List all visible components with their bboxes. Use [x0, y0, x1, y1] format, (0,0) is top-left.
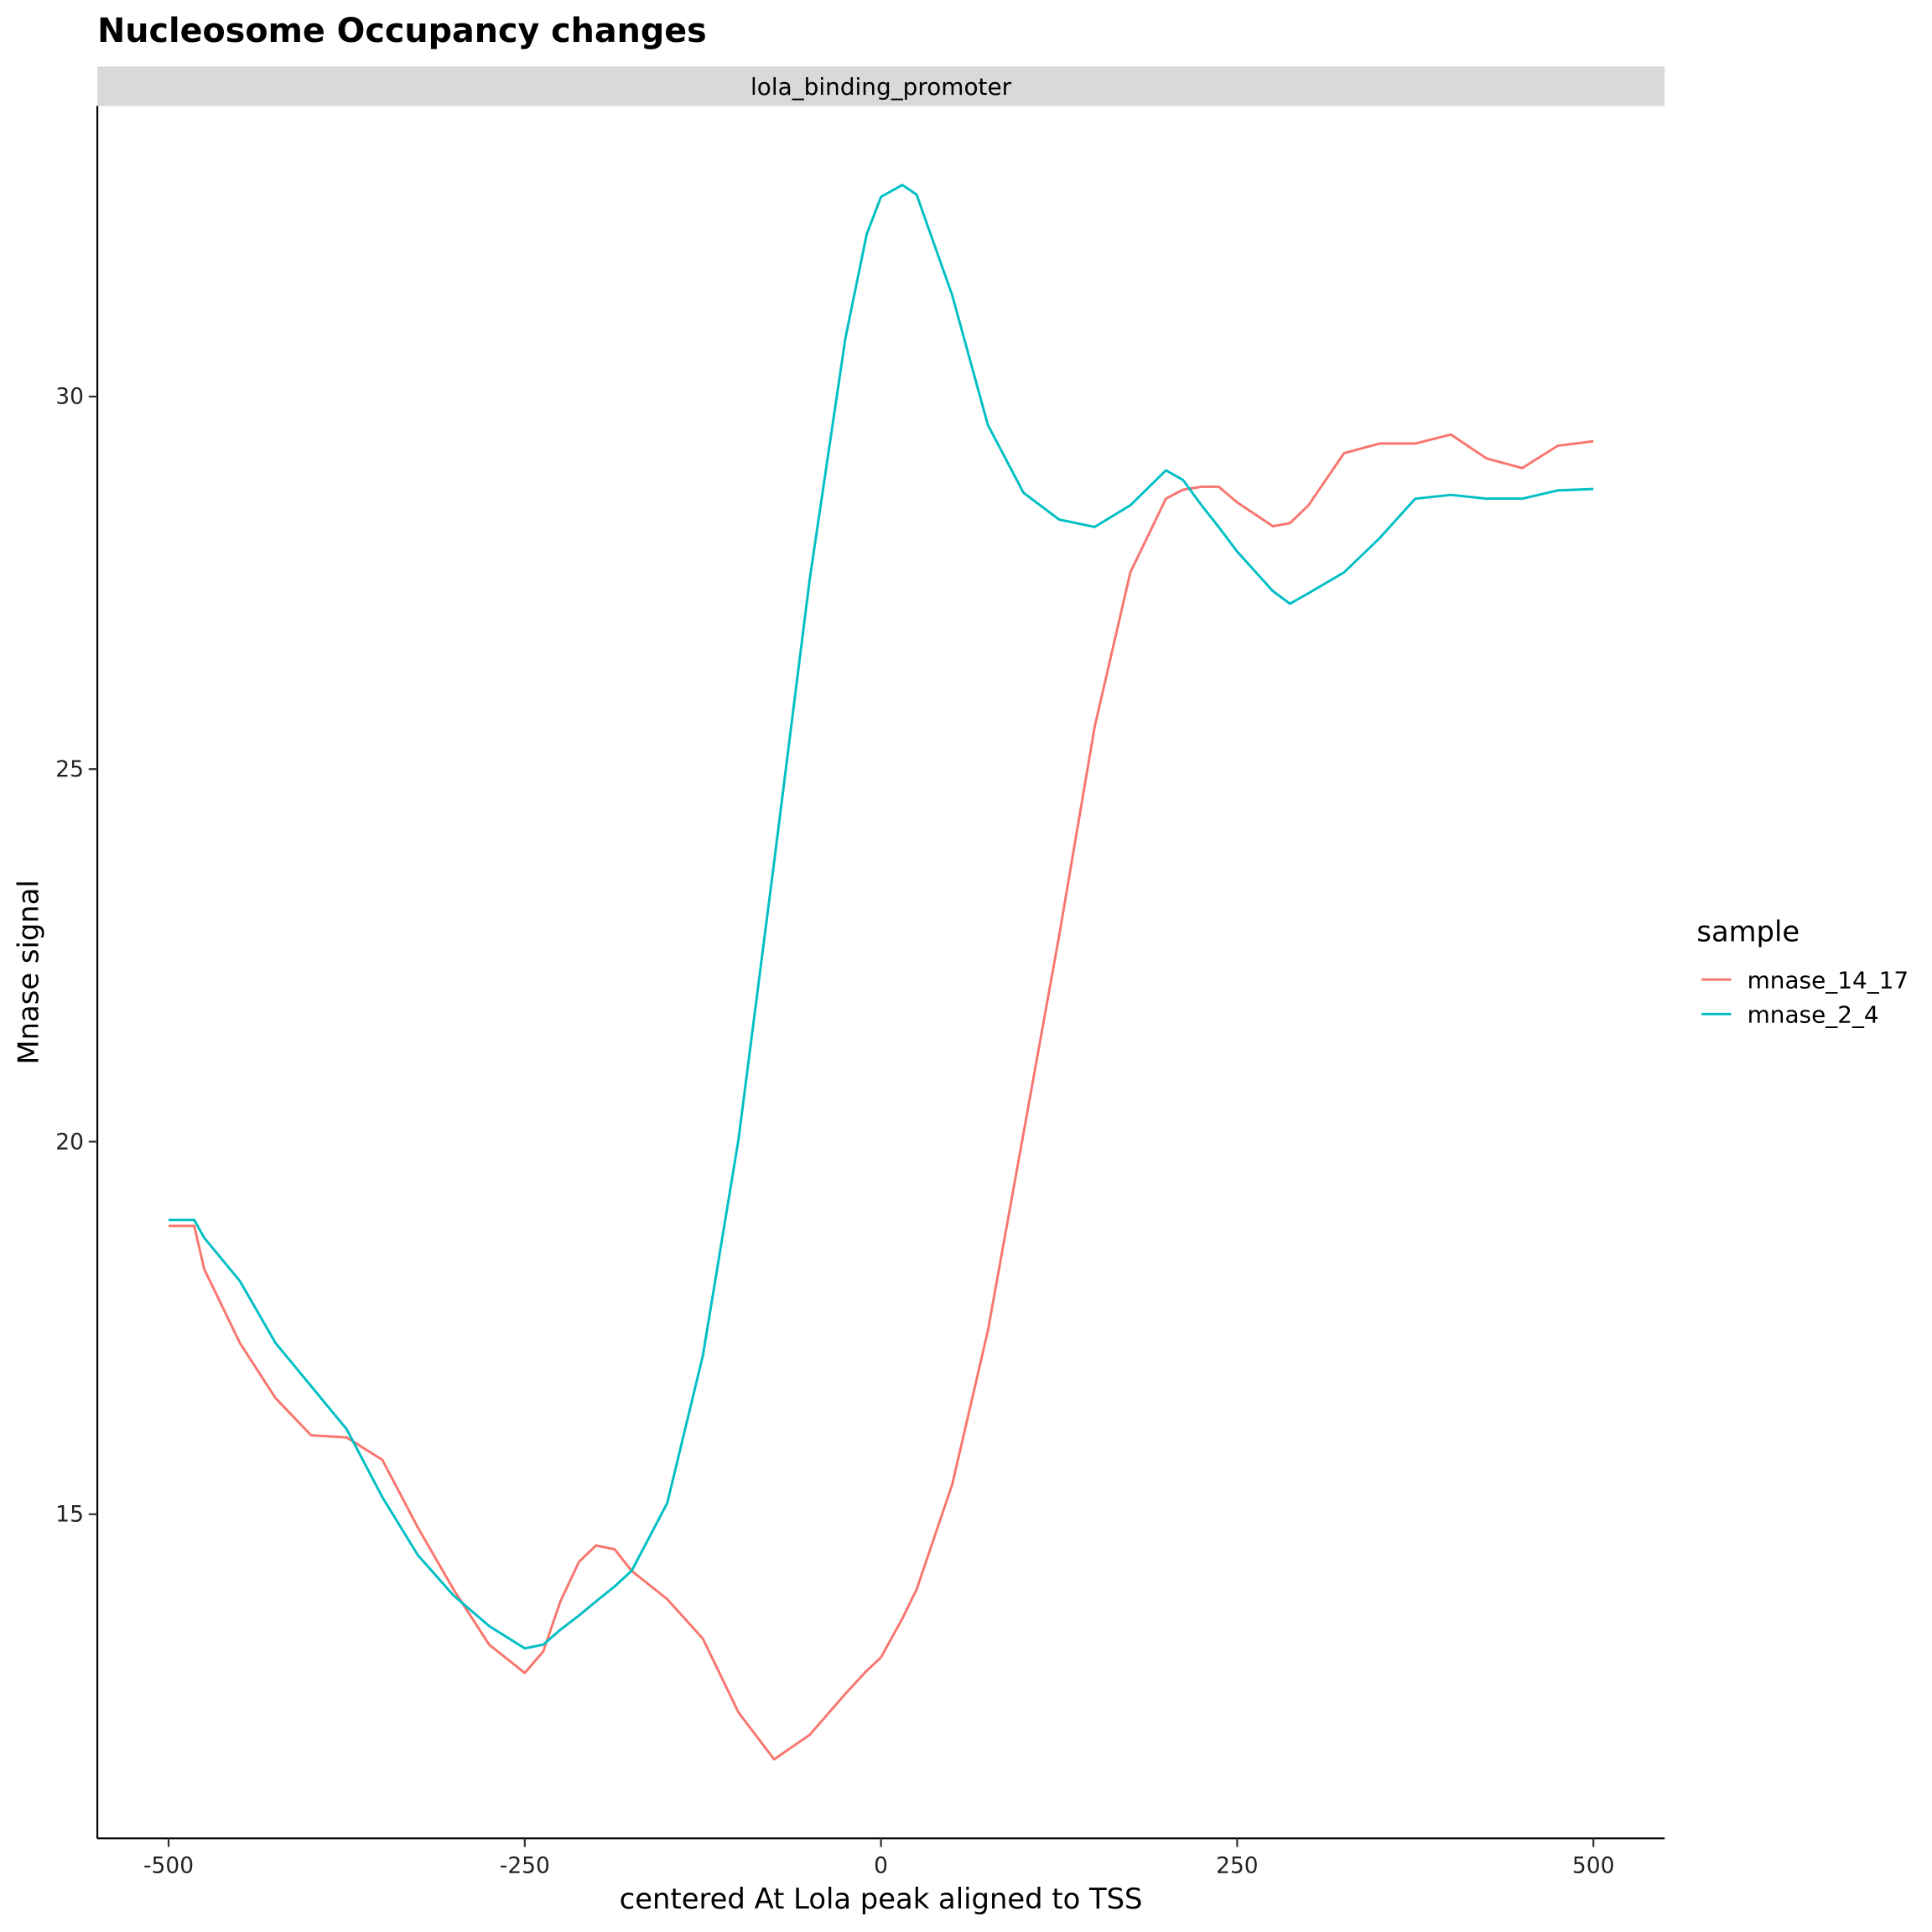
y-tick-label: 30 — [55, 384, 84, 410]
x-tick-label: 250 — [1216, 1852, 1258, 1878]
data-line — [169, 433, 1594, 1761]
facet-label: lola_binding_promoter — [750, 73, 1012, 101]
y-axis-title: Mnase signal — [13, 880, 45, 1064]
legend-title: sample — [1696, 916, 1800, 948]
facet-strip — [97, 66, 1665, 106]
y-tick-label: 20 — [55, 1129, 84, 1155]
x-tick-label: 0 — [874, 1852, 888, 1878]
x-tick-label: 500 — [1572, 1852, 1614, 1878]
x-axis-title: centered At Lola peak aligned to TSS — [620, 1883, 1143, 1915]
x-tick-label: -250 — [500, 1852, 550, 1878]
y-tick-label: 15 — [55, 1502, 84, 1528]
data-line — [169, 184, 1594, 1650]
chart-title: Nucleosome Occupancy changes — [97, 12, 707, 50]
legend-label: mnase_2_4 — [1748, 1001, 1879, 1029]
x-tick-label: -500 — [143, 1852, 194, 1878]
legend-label: mnase_14_17 — [1748, 966, 1909, 994]
y-tick-label: 25 — [55, 756, 84, 782]
